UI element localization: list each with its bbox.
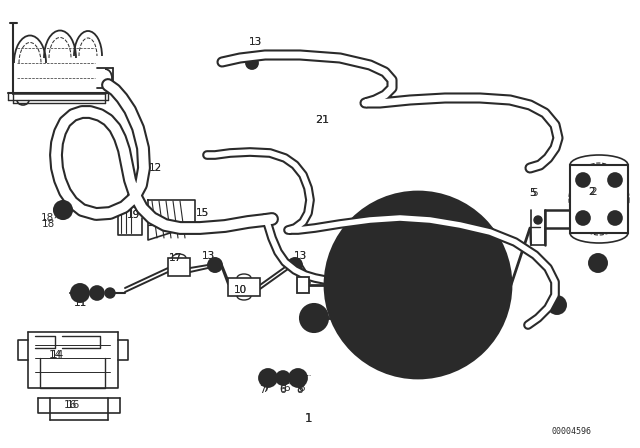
Text: 13: 13 [293,251,307,261]
Bar [297,277,309,293]
Text: 13: 13 [293,251,307,261]
Text: 10: 10 [234,285,246,295]
Circle shape [576,211,590,225]
Circle shape [593,258,603,268]
Circle shape [589,254,607,272]
Text: 21: 21 [315,115,329,125]
Text: 18: 18 [40,213,54,223]
Text: 5: 5 [530,188,536,198]
Text: 11: 11 [74,298,86,308]
Text: 7: 7 [259,385,266,395]
Text: 2: 2 [591,187,597,197]
Circle shape [105,288,115,298]
Text: 3: 3 [555,302,561,312]
Text: 15: 15 [195,208,209,218]
Circle shape [552,300,562,310]
Bar [570,165,628,233]
Text: 4: 4 [598,258,604,268]
Text: 19: 19 [126,210,140,220]
Circle shape [54,201,72,219]
Text: 7: 7 [262,383,269,393]
Text: 19: 19 [126,210,140,220]
Text: 9: 9 [310,307,316,317]
Text: 13: 13 [202,251,214,261]
Text: 2: 2 [589,187,595,197]
Text: 17: 17 [168,253,182,263]
Text: 9: 9 [310,307,316,317]
Text: 10: 10 [234,285,246,295]
Text: 17: 17 [168,253,182,263]
Text: 8: 8 [297,385,303,395]
Text: 16: 16 [67,400,79,410]
Circle shape [353,220,483,350]
Circle shape [246,57,258,69]
Text: 21: 21 [315,115,329,125]
Text: 12: 12 [148,163,162,173]
Circle shape [288,258,302,272]
Bar [228,278,260,296]
Text: 13: 13 [202,251,214,261]
Circle shape [293,373,303,383]
Text: 4: 4 [600,258,606,268]
Circle shape [71,284,89,302]
Circle shape [90,286,104,300]
Text: 8: 8 [297,384,303,394]
Bar [168,258,190,276]
Circle shape [608,173,622,187]
Circle shape [300,304,328,332]
Text: 3: 3 [556,302,563,312]
Circle shape [576,173,590,187]
Text: 14: 14 [49,350,61,360]
Text: 5: 5 [532,188,538,198]
Circle shape [306,310,322,326]
Text: 2: 2 [589,187,595,197]
Text: 13: 13 [248,37,262,47]
Text: 6: 6 [280,385,286,395]
Text: 20: 20 [413,203,427,213]
Circle shape [325,192,511,378]
Circle shape [548,296,566,314]
Text: 4: 4 [598,258,604,268]
Text: 8: 8 [299,383,305,393]
Circle shape [289,369,307,387]
Text: 12: 12 [148,163,162,173]
Circle shape [608,211,622,225]
Text: 5: 5 [530,188,536,198]
Circle shape [263,373,273,383]
Circle shape [208,258,222,272]
Circle shape [58,205,68,215]
Text: 1: 1 [304,412,312,425]
Circle shape [259,369,277,387]
Text: 3: 3 [554,302,560,312]
Circle shape [338,205,498,365]
Text: 15: 15 [195,208,209,218]
Text: 14: 14 [51,350,63,360]
Text: 00004596: 00004596 [552,427,592,436]
Text: 1: 1 [304,412,312,425]
Circle shape [395,282,411,298]
Circle shape [276,371,290,385]
Text: 6: 6 [284,383,291,393]
Text: 7: 7 [262,384,268,394]
Text: 16: 16 [63,400,77,410]
Circle shape [388,273,428,313]
Text: 18: 18 [42,219,54,229]
Text: 20: 20 [413,203,427,213]
Text: 11: 11 [74,298,86,308]
Text: 13: 13 [248,37,262,47]
Circle shape [534,216,542,224]
Text: 6: 6 [280,384,286,394]
